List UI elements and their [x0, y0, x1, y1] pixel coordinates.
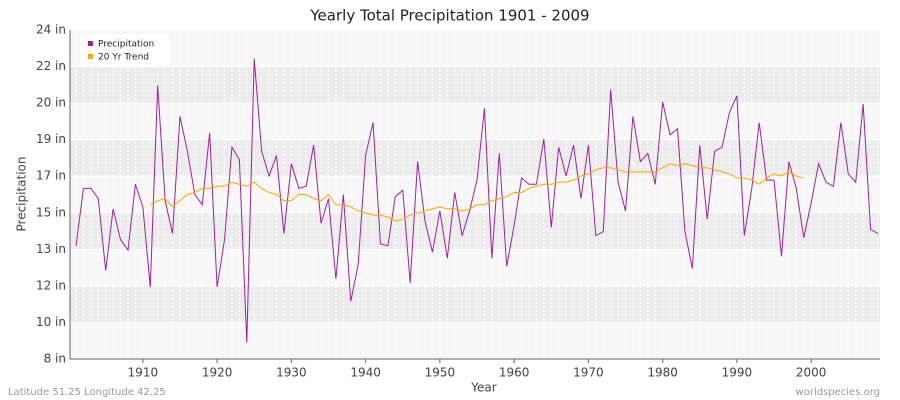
y-tick-label: 19 in	[36, 132, 66, 146]
x-tick-label: 1930	[276, 366, 307, 380]
x-tick-label: 1950	[425, 366, 456, 380]
legend-label: 20 Yr Trend	[98, 53, 149, 63]
footer-right: worldspecies.org	[796, 387, 880, 398]
x-axis-label: Year	[470, 381, 496, 395]
x-tick-label: 1960	[499, 366, 530, 380]
x-tick-label: 1970	[573, 366, 604, 380]
data-line	[75, 58, 879, 343]
grid-band	[70, 66, 880, 104]
y-tick-label: 17 in	[36, 169, 66, 183]
x-tick-label: 1940	[350, 366, 381, 380]
grid-band	[70, 212, 880, 250]
y-tick-label: 12 in	[36, 278, 66, 292]
y-axis-label: Precipitation	[15, 156, 29, 231]
legend-box	[80, 34, 170, 66]
y-tick-label: 8 in	[44, 352, 66, 366]
y-tick-label: 15 in	[36, 205, 66, 219]
y-tick-label: 10 in	[36, 315, 66, 329]
legend-swatch	[88, 41, 93, 46]
legend-label: Precipitation	[98, 40, 154, 50]
y-tick-label: 13 in	[36, 242, 66, 256]
x-tick-label: 1980	[647, 366, 678, 380]
x-tick-label: 1990	[722, 366, 753, 380]
legend-swatch	[88, 54, 93, 59]
y-tick-label: 24 in	[36, 23, 66, 37]
footer-left: Latitude 51.25 Longitude 42.25	[8, 387, 166, 398]
chart-title: Yearly Total Precipitation 1901 - 2009	[309, 7, 589, 25]
y-tick-label: 22 in	[36, 59, 66, 73]
grid-band	[70, 285, 880, 323]
grid-band	[70, 139, 880, 177]
data-line	[150, 163, 804, 222]
x-tick-label: 1920	[202, 366, 233, 380]
y-tick-label: 20 in	[36, 96, 66, 110]
x-tick-label: 2000	[796, 366, 827, 380]
x-tick-label: 1910	[128, 366, 159, 380]
